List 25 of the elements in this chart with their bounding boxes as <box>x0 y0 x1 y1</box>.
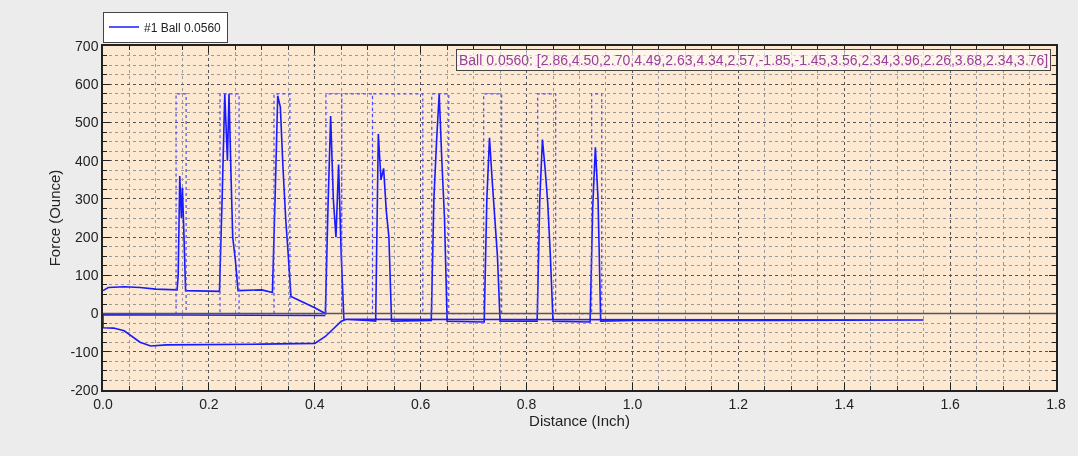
y-axis-title: Force (Ounce) <box>46 169 64 267</box>
x-tick-label: 1.8 <box>1046 395 1066 412</box>
y-tick-label: -100 <box>70 343 99 360</box>
y-tick-label: 700 <box>75 37 99 54</box>
y-tick-label: 400 <box>75 152 99 169</box>
y-tick-label: 600 <box>75 76 99 93</box>
y-tick-label: 100 <box>75 267 99 284</box>
x-axis-title: Distance (Inch) <box>529 411 630 429</box>
x-tick-label: 0.4 <box>305 395 325 412</box>
x-tick-label: 0.8 <box>516 395 537 412</box>
line-series <box>103 92 925 347</box>
x-tick-label: 1.6 <box>940 395 961 412</box>
legend-label: #1 Ball 0.0560 <box>144 20 222 35</box>
y-tick-label: -200 <box>70 381 99 398</box>
x-tick-label: 1.4 <box>834 395 855 412</box>
x-tick-label: 1.2 <box>728 395 749 412</box>
x-tick-label: 0.2 <box>199 395 219 412</box>
y-tick-label: 500 <box>75 114 99 131</box>
y-tick-label: 0 <box>90 305 99 322</box>
y-tick-label: 300 <box>75 190 99 207</box>
x-tick-label: 0.6 <box>410 395 431 412</box>
x-tick-label: 0.0 <box>93 395 113 412</box>
annotation: Ball 0.0560: [2.86,4.50,2.70,4.49,2.63,4.34,2.57,-1.85,-1.45,3.56,2.34,3.96,2.26,3.68,2.34,3.76] <box>459 52 1049 68</box>
x-tick-label: 1.0 <box>622 395 643 412</box>
y-tick-label: 200 <box>75 229 99 246</box>
